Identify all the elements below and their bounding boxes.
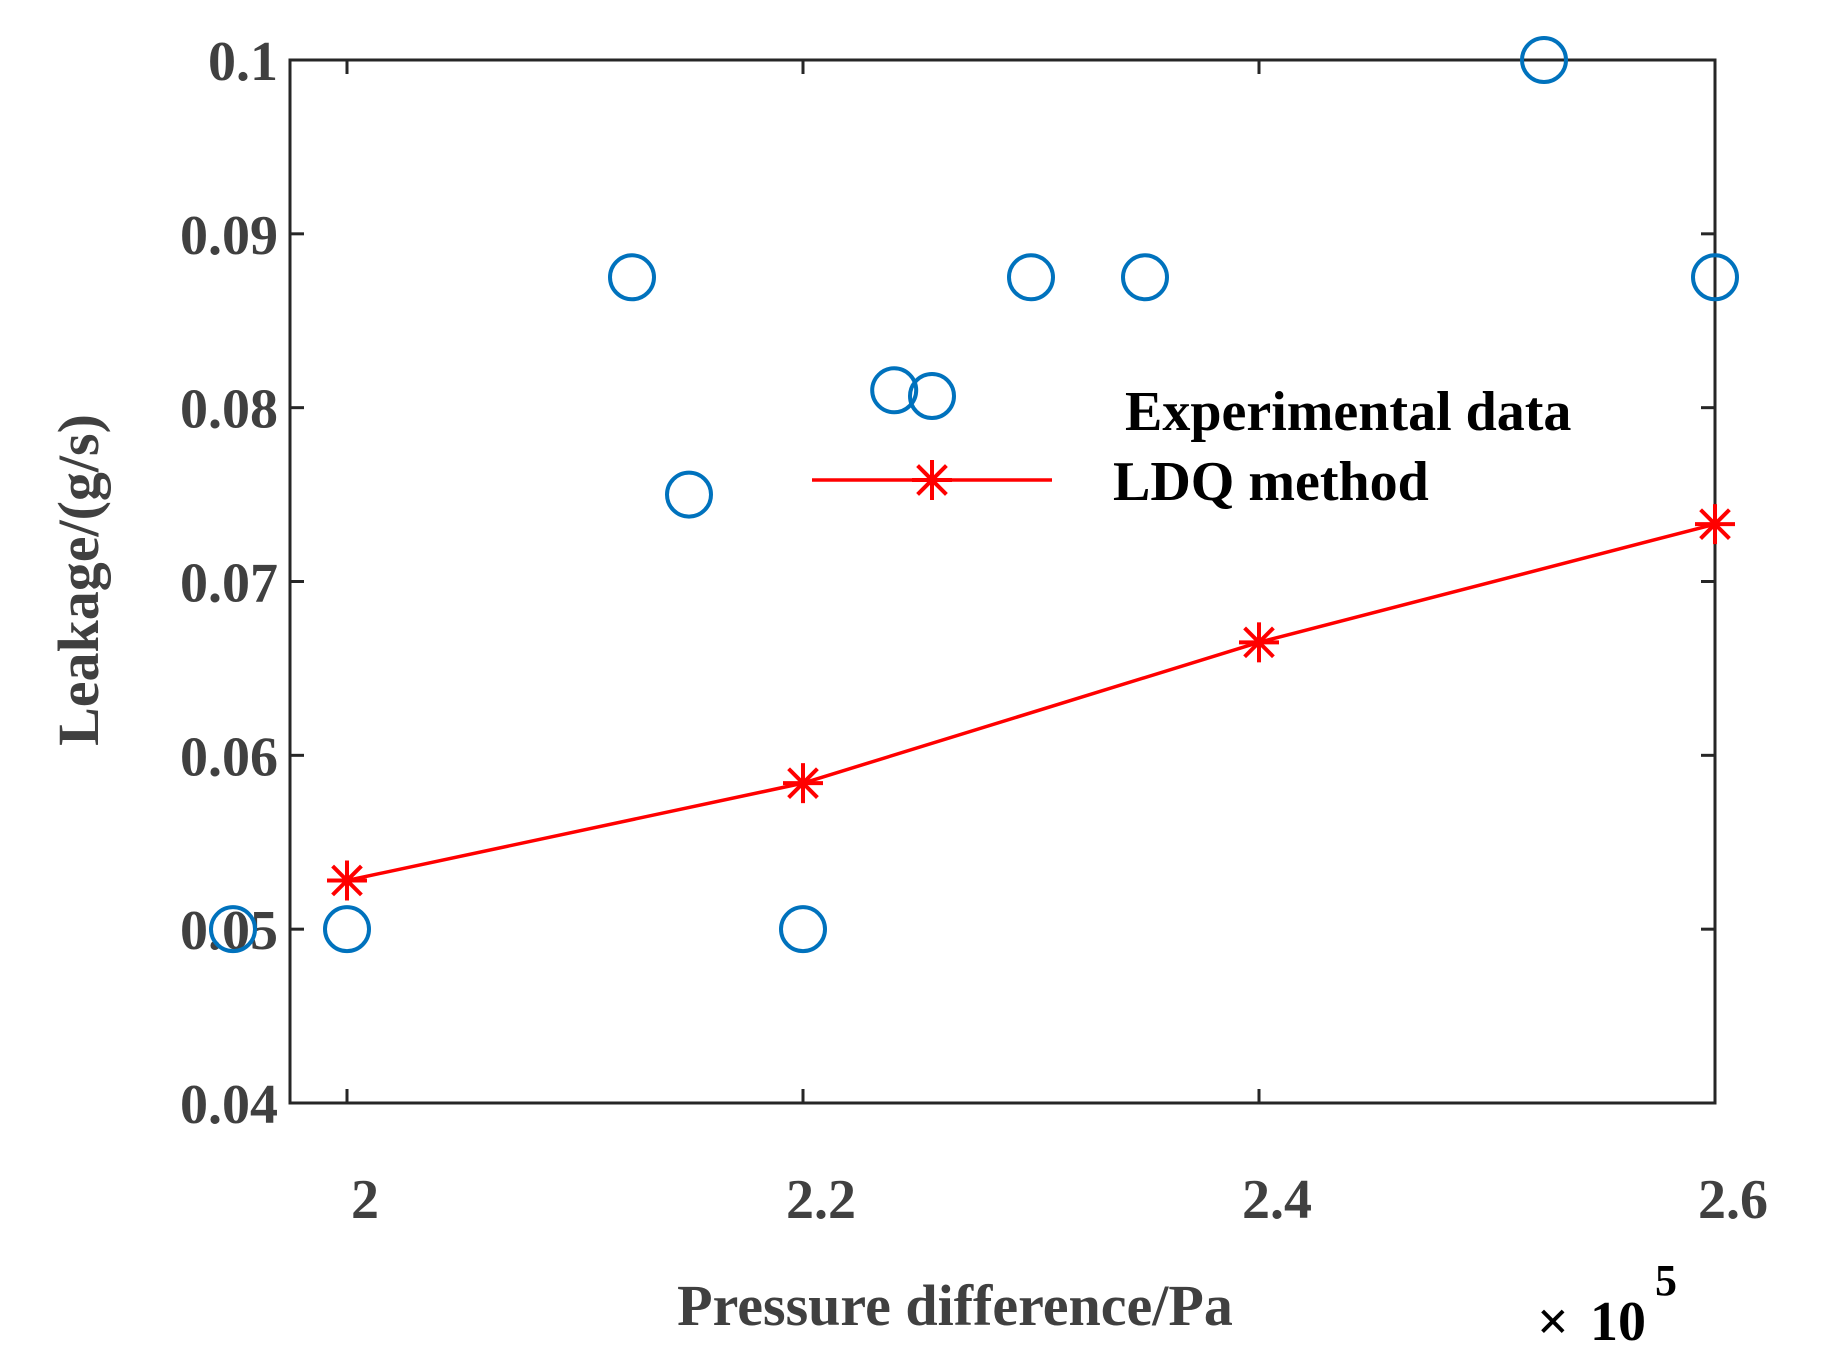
exponent-power: 5 [1655,1256,1677,1305]
y-tick-label: 0.06 [180,726,278,788]
series-line [346,522,1716,883]
plot-area [288,58,1717,1105]
series-ldq-method [327,504,1735,901]
y-tick-label: 0.08 [180,379,278,441]
data-point [608,253,656,302]
data-point [870,366,919,415]
data-point [1121,253,1169,302]
legend-marker [908,372,956,420]
data-point [1691,253,1739,302]
exponent-base: 10 [1590,1291,1646,1353]
data-point [1695,504,1735,545]
data-point [1520,36,1568,84]
legend-label: LDQ method [1113,451,1429,513]
data-point [1007,253,1055,302]
legend: Experimental data LDQ method [812,372,1571,513]
x-tick-label: 2.4 [1242,1169,1312,1231]
asterisk-stroke [787,767,819,799]
data-point [323,905,371,954]
data-point [209,905,257,954]
data-point [1239,622,1279,663]
exponent-times: × [1537,1291,1569,1353]
series [209,36,1739,954]
legend-marker [912,460,952,500]
legend-item: LDQ method [812,451,1429,513]
y-tick-label: 0.09 [180,205,278,267]
y-tick-label: 0.04 [180,1074,278,1136]
y-tick-label: 0.07 [180,553,278,615]
ticks [290,58,1717,1105]
x-axis-label: Pressure difference/Pa [677,1273,1233,1338]
data-point [327,860,367,901]
legend-label: Experimental data [1125,381,1571,443]
asterisk-stroke [1699,508,1731,540]
x-tick-label: 2.6 [1698,1169,1768,1231]
series-experimental-data [209,36,1739,954]
x-tick-label: 2.2 [786,1169,856,1231]
y-axis-label: Leakage/(g/s) [46,414,111,746]
asterisk-stroke [1243,626,1275,659]
x-exponent-label: × 10 5 [1537,1256,1677,1353]
data-point [665,470,713,519]
asterisk-stroke [916,464,948,496]
y-tick-label: 0.1 [208,31,278,93]
data-point [779,905,827,954]
data-point [783,763,823,804]
asterisk-stroke [331,864,363,897]
x-tick-label: 2 [351,1169,379,1231]
legend-item: Experimental data [908,372,1571,443]
